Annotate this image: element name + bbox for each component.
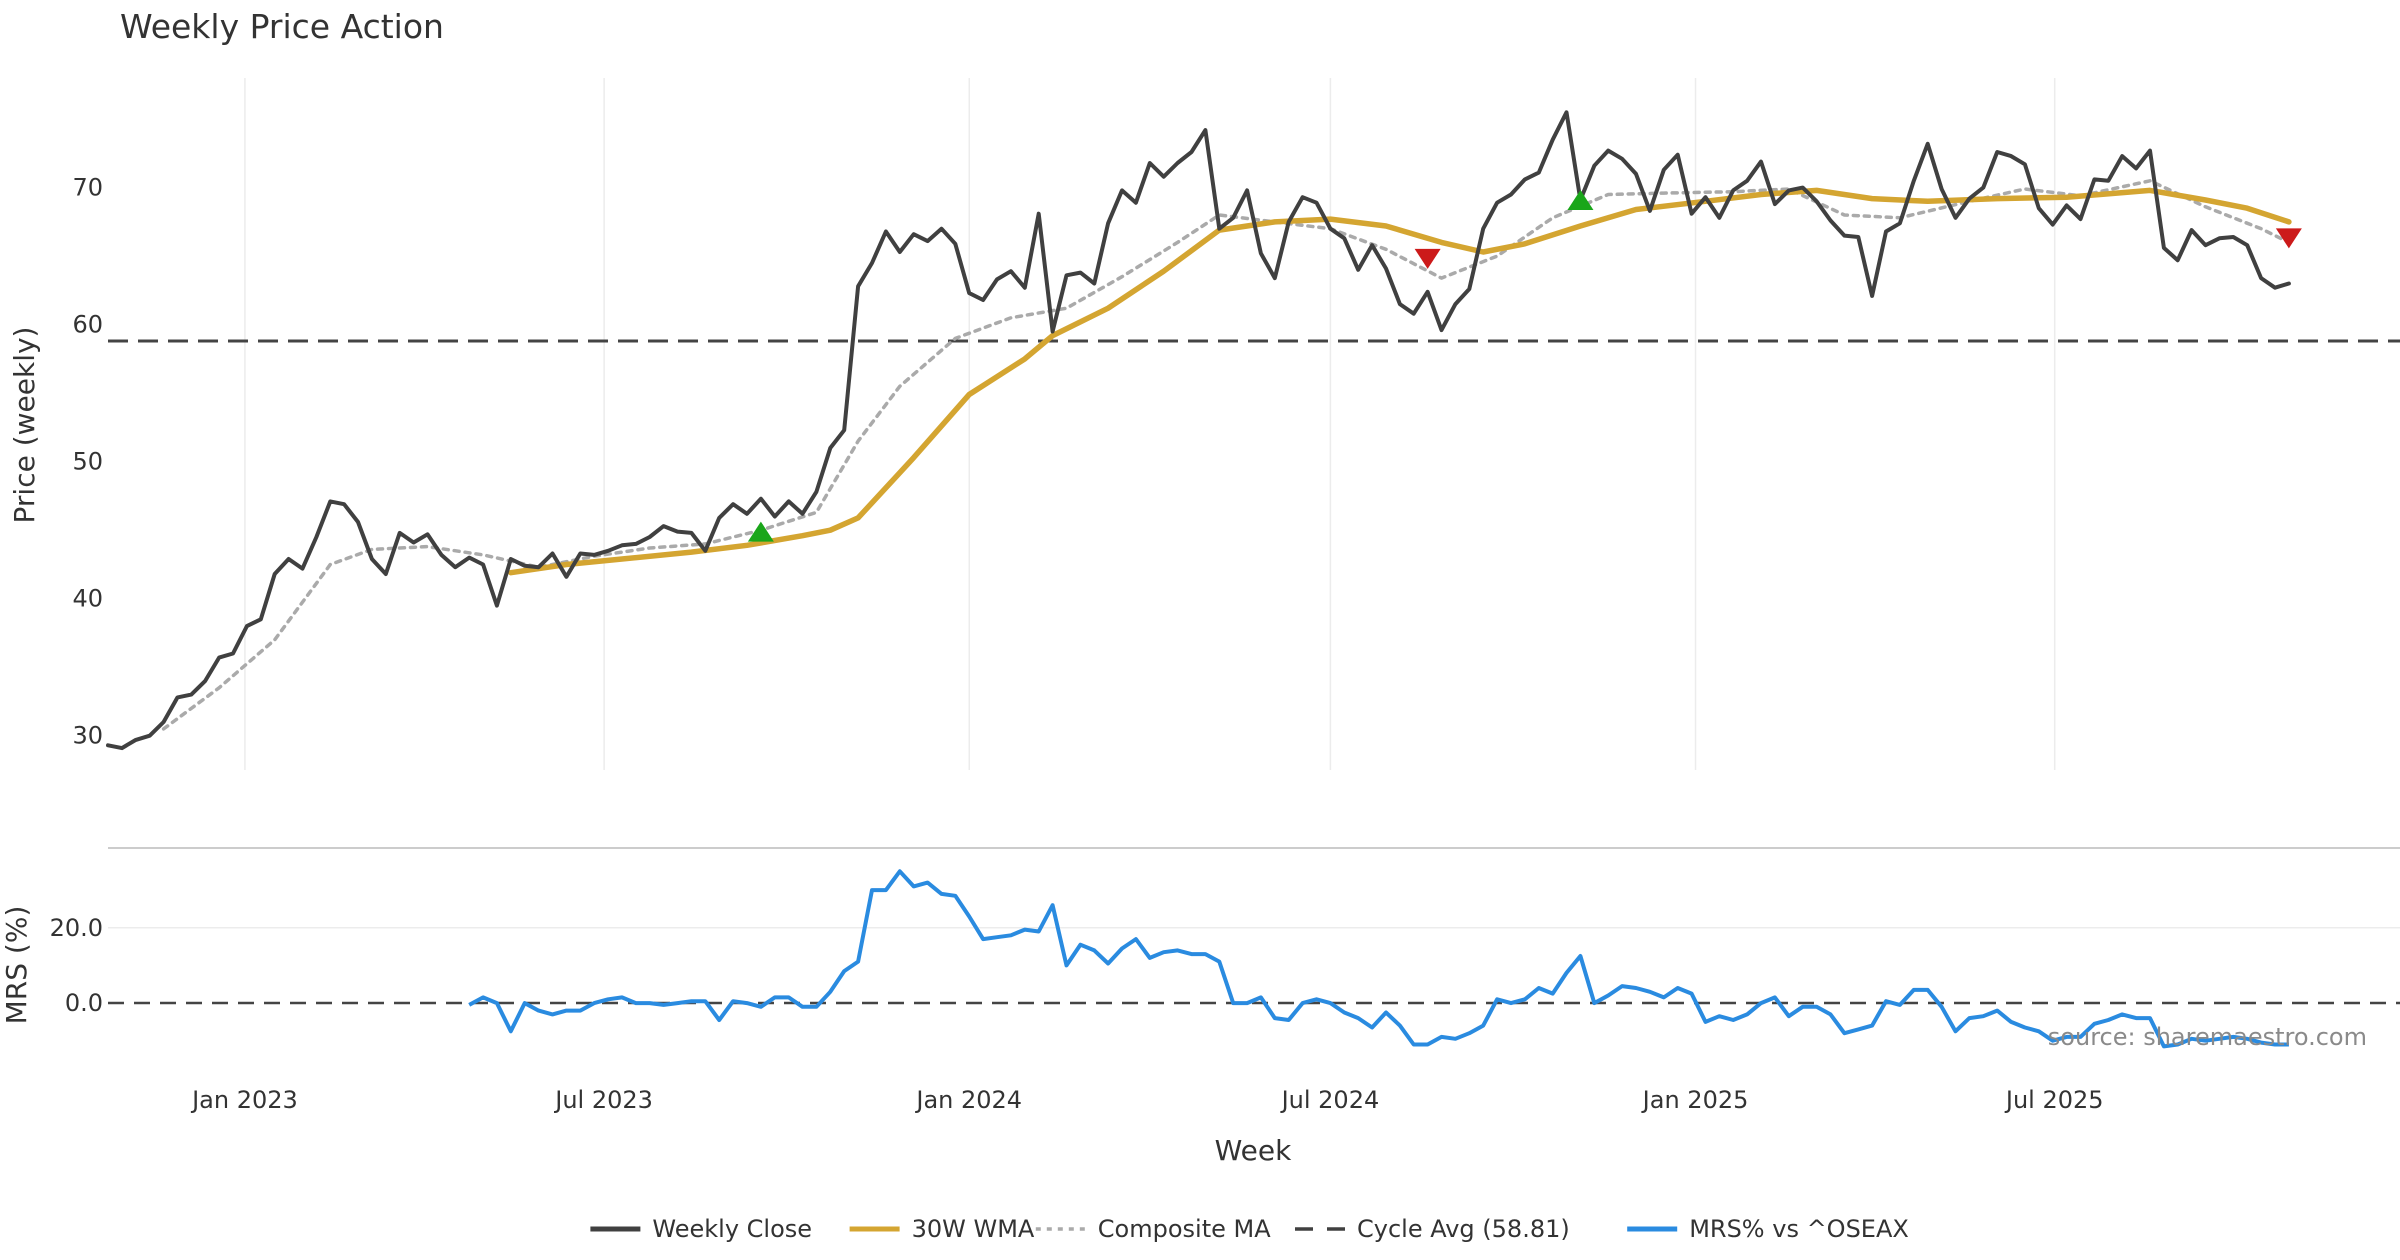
x-axis-label: Week (1215, 1134, 1292, 1167)
chart-title: Weekly Price Action (120, 7, 444, 46)
grid-layer (108, 78, 2400, 929)
legend-label: Weekly Close (652, 1215, 812, 1243)
price-y-tick-label: 40 (72, 585, 103, 613)
weekly-close-line (106, 110, 2291, 751)
sell-signal-marker (1414, 248, 1441, 269)
mrs-panel (108, 869, 2400, 1049)
x-tick-label: Jul 2025 (2004, 1086, 2104, 1114)
legend-label: 30W WMA (912, 1215, 1035, 1243)
composite-ma-line (161, 179, 2291, 731)
price-y-axis-label: Price (weekly) (8, 327, 41, 524)
price-y-tick-label: 70 (72, 174, 103, 202)
buy-signal-marker (1567, 189, 1594, 210)
mrs-line (468, 869, 2289, 1049)
legend-label: Cycle Avg (58.81) (1357, 1215, 1570, 1243)
price-y-tick-label: 60 (72, 311, 103, 339)
buy-signal-marker (747, 521, 774, 542)
x-tick-label: Jul 2024 (1280, 1086, 1380, 1114)
mrs-y-tick-label: 20.0 (50, 914, 103, 942)
wma-30w-line (508, 187, 2292, 576)
x-tick-label: Jan 2024 (914, 1086, 1022, 1114)
mrs-y-tick-label: 0.0 (65, 989, 103, 1017)
price-y-tick-label: 30 (72, 722, 103, 750)
axis-layer: Jan 2023 Jul 2023 Jan 2024 Jul 2024 Jan 2025… (50, 174, 2104, 1114)
x-tick-label: Jan 2025 (1641, 1086, 1749, 1114)
mrs-y-axis-label: MRS (%) (0, 906, 33, 1025)
x-tick-label: Jul 2023 (553, 1086, 653, 1114)
x-tick-label: Jan 2023 (190, 1086, 298, 1114)
price-y-tick-label: 50 (72, 448, 103, 476)
legend-label: Composite MA (1098, 1215, 1271, 1243)
legend: Weekly Close 30W WMA Composite MA Cycle Avg… (590, 1215, 1909, 1243)
sell-signal-marker (2275, 228, 2302, 249)
legend-label: MRS% vs ^OSEAX (1689, 1215, 1909, 1243)
source-note: source: sharemaestro.com (2048, 1023, 2367, 1051)
price-panel (106, 110, 2400, 751)
